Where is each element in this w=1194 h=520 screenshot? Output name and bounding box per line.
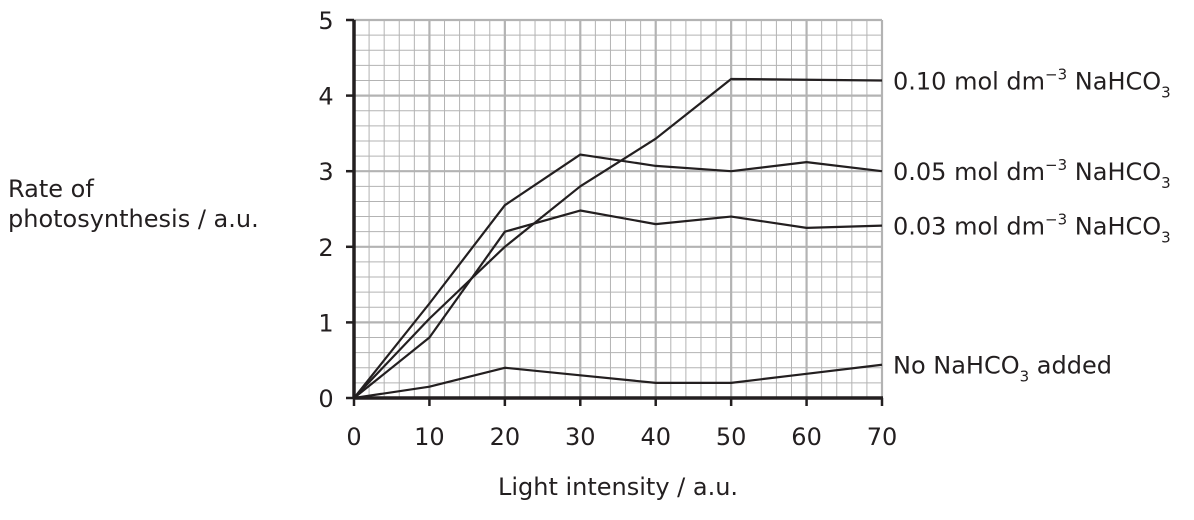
x-tick-label: 60 (791, 423, 822, 451)
series-line-4 (353, 363, 883, 400)
series-line-2 (353, 153, 883, 399)
x-tick-label: 20 (490, 423, 521, 451)
x-tick-label: 40 (640, 423, 671, 451)
y-axis-title-line-1: Rate of (8, 175, 94, 203)
series-line-3 (353, 209, 883, 399)
y-axis-title-line-2: photosynthesis / a.u. (8, 205, 259, 233)
series-label-1: 0.10 mol dm−3 NaHCO3 (893, 65, 1171, 101)
series-labels: 0.10 mol dm−3 NaHCO3 0.05 mol dm−3 NaHCO3… (893, 65, 1171, 385)
series-line-1 (353, 77, 883, 399)
y-tick-label: 3 (318, 158, 333, 186)
grid (352, 18, 884, 400)
x-tick-label: 30 (565, 423, 596, 451)
x-tick-label: 0 (346, 423, 361, 451)
series-lines (353, 77, 883, 400)
y-tick-label: 0 (318, 385, 333, 413)
series-label-2: 0.05 mol dm−3 NaHCO3 (893, 156, 1171, 192)
y-tick-label: 1 (318, 309, 333, 337)
y-axis-title: Rate of photosynthesis / a.u. (8, 174, 259, 234)
series-label-3: 0.03 mol dm−3 NaHCO3 (893, 211, 1171, 247)
x-axis-title: Light intensity / a.u. (498, 473, 738, 501)
y-tick-label: 4 (318, 83, 333, 111)
x-tick-label: 70 (867, 423, 898, 451)
axes (346, 18, 884, 406)
y-tick-label: 2 (318, 234, 333, 262)
y-tick-label: 5 (318, 7, 333, 35)
x-tick-label: 10 (414, 423, 445, 451)
series-label-4: No NaHCO3 added (893, 352, 1112, 386)
x-tick-label: 50 (716, 423, 747, 451)
